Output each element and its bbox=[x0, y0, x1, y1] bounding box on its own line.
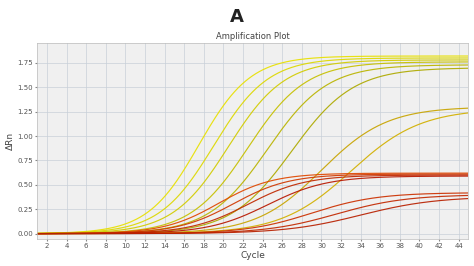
Title: Amplification Plot: Amplification Plot bbox=[216, 32, 290, 41]
Text: A: A bbox=[230, 8, 244, 26]
X-axis label: Cycle: Cycle bbox=[240, 251, 265, 260]
Y-axis label: ΔRn: ΔRn bbox=[6, 132, 15, 150]
